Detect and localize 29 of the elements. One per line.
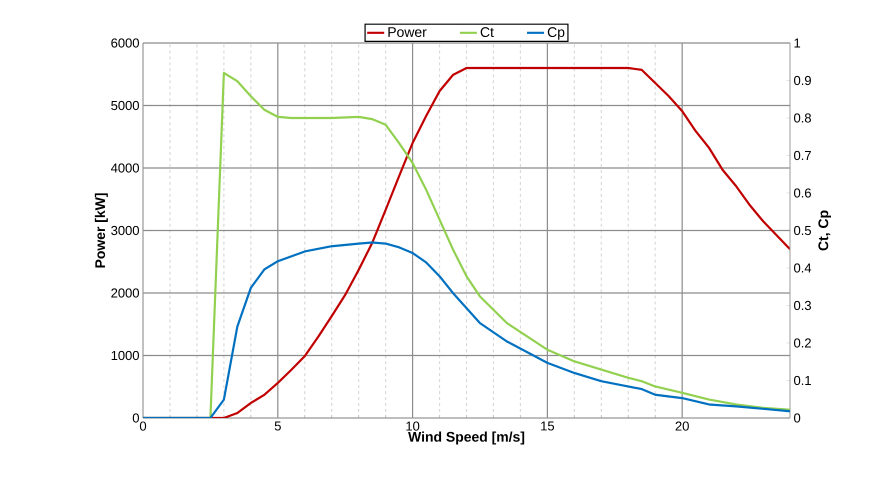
x-tick-label: 15 (541, 422, 554, 431)
y2-tick-label: 0.2 (794, 338, 811, 348)
y-tick-label: 2000 (111, 288, 139, 298)
y-tick-label: 3000 (111, 226, 139, 236)
y2-tick-label: 0.5 (794, 226, 811, 236)
y2-tick-label: 0.7 (794, 150, 811, 160)
y-axis-title: Power [kW] (94, 193, 108, 268)
legend-label: Power (388, 27, 427, 37)
y2-tick-label: 1 (794, 38, 800, 48)
y-tick-label: 4000 (110, 163, 139, 173)
y2-tick-label: 0 (794, 413, 800, 423)
y2-tick-label: 0.3 (794, 300, 811, 310)
y-tick-label: 1000 (112, 350, 139, 360)
y-tick-label: 6000 (111, 38, 139, 48)
y2-axis-title: Ct, Cp (818, 210, 832, 250)
legend-label: Cp (548, 27, 564, 40)
x-tick-label: 0 (140, 422, 146, 431)
y-tick-label: 0 (132, 413, 139, 423)
x-tick-label: 5 (274, 422, 281, 431)
y2-tick-label: 0.4 (794, 263, 812, 273)
y2-tick-label: 0.6 (794, 188, 811, 198)
y2-tick-label: 0.1 (794, 376, 811, 386)
y2-tick-label: 0.8 (794, 113, 811, 123)
y2-tick-label: 0.9 (794, 76, 811, 86)
x-tick-label: 20 (676, 422, 689, 431)
x-tick-label: 10 (406, 422, 420, 431)
x-axis-title: Wind Speed [m/s] (408, 432, 524, 445)
y-tick-label: 5000 (111, 100, 139, 110)
legend-label: Ct (480, 27, 494, 38)
